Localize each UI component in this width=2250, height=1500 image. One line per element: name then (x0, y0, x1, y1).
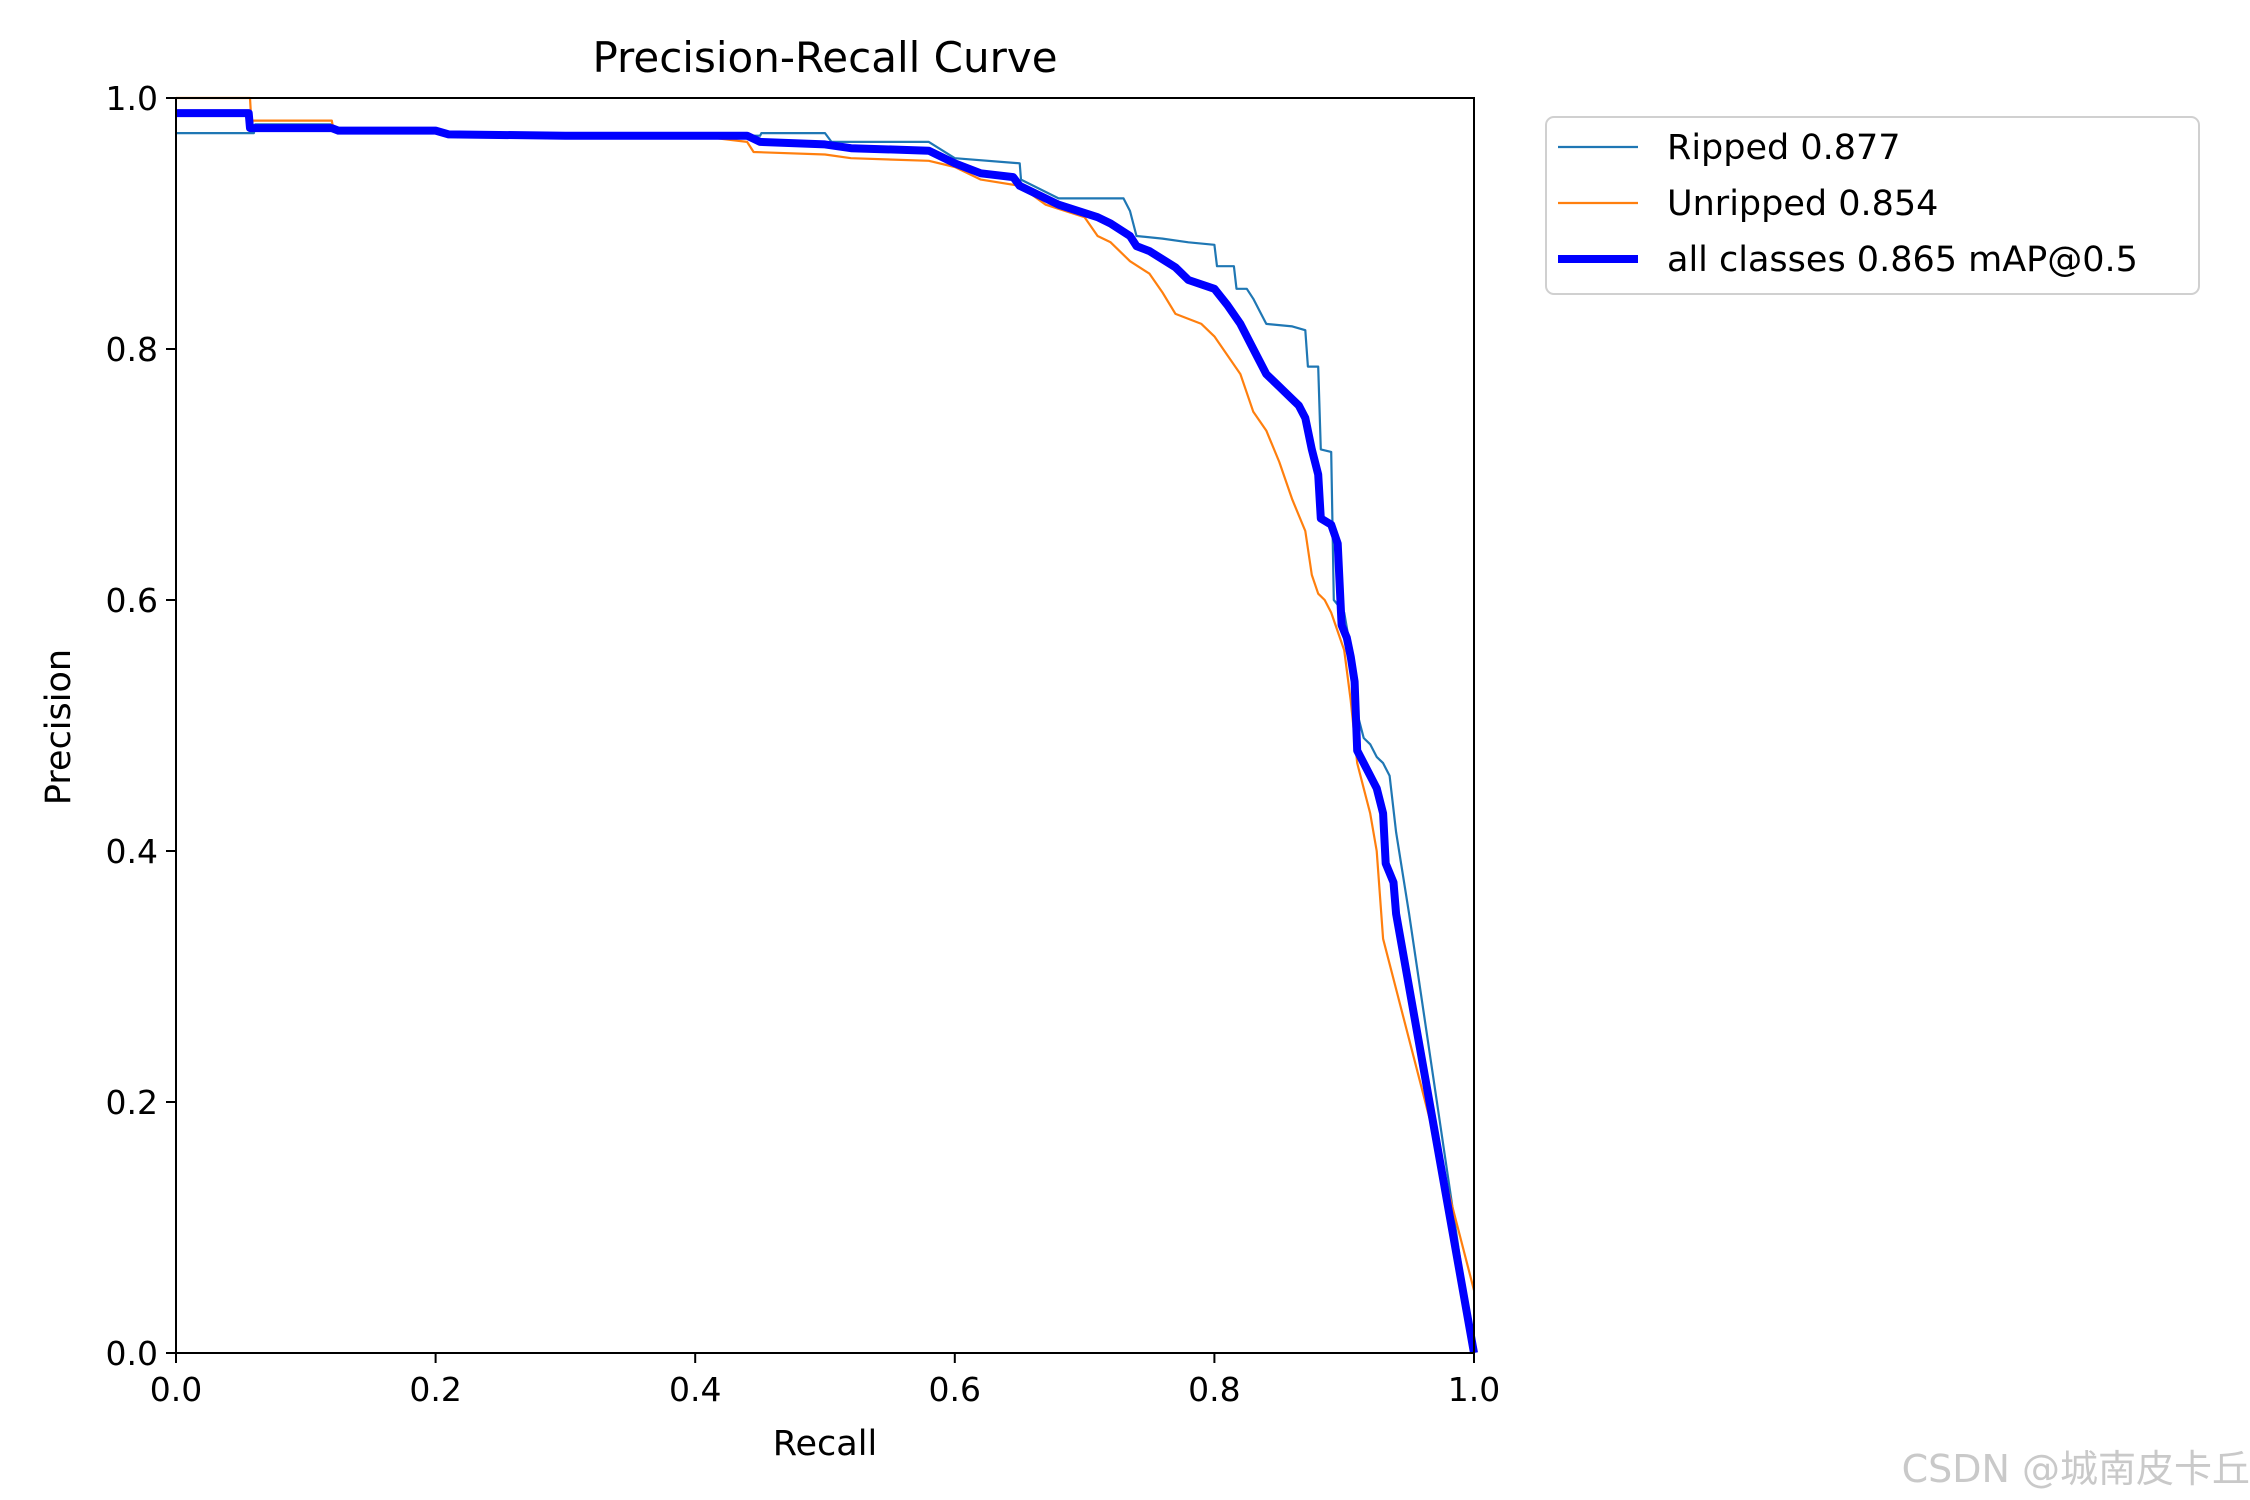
series-layer (176, 96, 1478, 1354)
x-axis: 0.0 0.2 0.4 0.6 0.8 1.0 (150, 1353, 1500, 1409)
y-tick-label: 0.2 (106, 1083, 158, 1122)
x-tick-label: 0.4 (669, 1370, 721, 1409)
y-tick-label: 0.0 (106, 1334, 158, 1373)
plot-area (175, 96, 1478, 1354)
axes-frame (175, 97, 1475, 1354)
axes-background (176, 98, 1474, 1353)
legend-box (1545, 116, 2200, 295)
x-tick-label: 0.8 (1188, 1370, 1240, 1409)
x-tick-label: 0.2 (409, 1370, 461, 1409)
legend-label-2: all classes 0.865 mAP@0.5 (1667, 240, 2138, 280)
y-axis: 0.0 0.2 0.4 0.6 0.8 1.0 (106, 79, 176, 1373)
x-axis-label: Recall (773, 1424, 877, 1464)
y-tick-label: 0.6 (106, 581, 158, 620)
chart-title: Precision-Recall Curve (592, 33, 1057, 82)
series-line-2 (176, 109, 1478, 1354)
y-axis-label: Precision (39, 649, 79, 805)
x-tick-label: 1.0 (1448, 1370, 1500, 1409)
x-tick-label: 0.6 (929, 1370, 981, 1409)
y-tick-label: 1.0 (106, 79, 158, 118)
legend-label-0: Ripped 0.877 (1667, 128, 1901, 168)
legend-label-1: Unripped 0.854 (1667, 184, 1938, 224)
x-tick-label: 0.0 (150, 1370, 202, 1409)
y-tick-label: 0.8 (106, 330, 158, 369)
legend: Ripped 0.877 Unripped 0.854 all classes 0.… (1545, 116, 2200, 295)
watermark-text: CSDN @城南皮卡丘 (1902, 1447, 2250, 1491)
y-tick-label: 0.4 (106, 832, 158, 871)
